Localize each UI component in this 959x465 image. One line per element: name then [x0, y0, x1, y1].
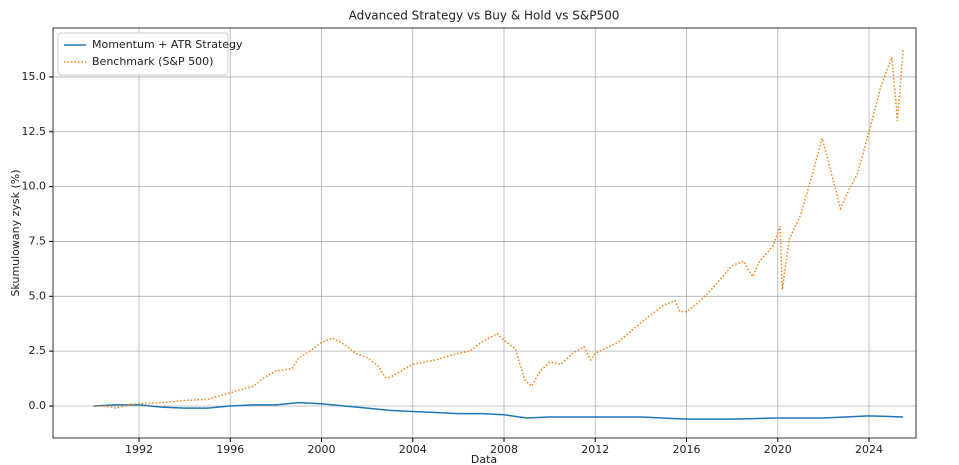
series-line: [93, 401, 904, 420]
x-tick-label: 2012: [581, 443, 609, 456]
x-tick-label: 2004: [399, 443, 427, 456]
x-tick-label: 2000: [308, 443, 336, 456]
legend-box: [57, 32, 229, 76]
y-tick-label: 0.0: [29, 399, 47, 412]
legend-label: Momentum + ATR Strategy: [92, 38, 243, 51]
y-tick-label: 7.5: [29, 234, 47, 247]
x-tick-label: 2020: [764, 443, 792, 456]
x-tick-label: 1996: [216, 443, 244, 456]
chart-title: Advanced Strategy vs Buy & Hold vs S&P50…: [349, 9, 620, 23]
y-axis-label: Skumulowany zysk (%): [9, 169, 22, 296]
x-tick-label: 2024: [855, 443, 883, 456]
x-axis-label: Data: [471, 453, 497, 465]
y-tick-label: 15.0: [22, 70, 47, 83]
y-tick-label: 10.0: [22, 180, 47, 193]
plot-frame: [52, 27, 917, 439]
y-tick-label: 5.0: [29, 289, 47, 302]
y-tick-label: 12.5: [22, 125, 47, 138]
x-tick-label: 1992: [125, 443, 153, 456]
legend-label: Benchmark (S&P 500): [92, 55, 213, 68]
y-tick-label: 2.5: [29, 344, 47, 357]
x-tick-label: 2008: [490, 443, 518, 456]
x-tick-label: 2016: [673, 443, 701, 456]
series-line: [93, 48, 904, 409]
